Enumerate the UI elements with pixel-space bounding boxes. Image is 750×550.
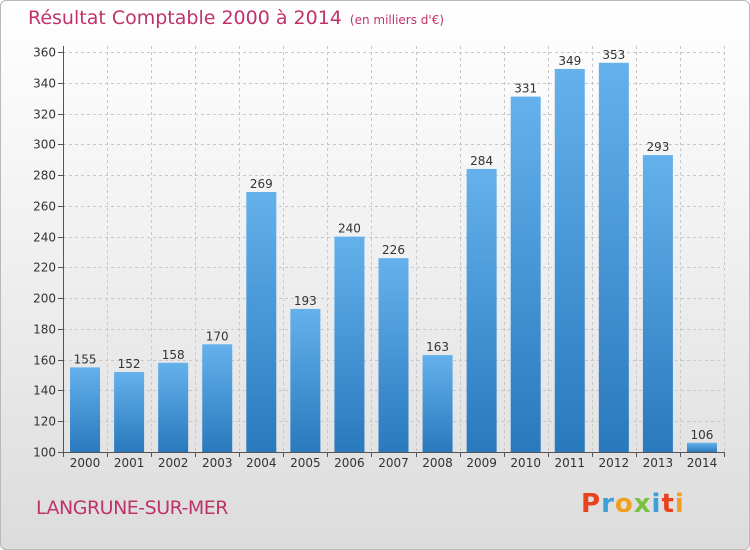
y-tick-label: 100 [33, 446, 56, 460]
bar-value-label: 155 [74, 352, 97, 366]
logo-letter: o [614, 489, 634, 519]
bar [290, 308, 321, 452]
x-tick-label: 2013 [643, 456, 674, 470]
x-tick-label: 2009 [466, 456, 497, 470]
logo-letter: i [674, 489, 685, 519]
bar [422, 355, 453, 452]
x-tick-label: 2012 [599, 456, 630, 470]
y-tick-label: 300 [33, 138, 56, 152]
x-tick-label: 2004 [246, 456, 277, 470]
bar [70, 367, 101, 452]
bar-value-label: 106 [691, 428, 714, 442]
bar [158, 362, 189, 452]
bar [554, 68, 585, 452]
axes: 100 120 140 160 180 200 220 240 260 280 300 320 340 3… [33, 46, 725, 470]
logo-letter: r [601, 489, 615, 519]
y-tick-label: 240 [33, 231, 56, 245]
bar-value-label: 193 [294, 294, 317, 308]
bar-value-label: 353 [602, 48, 625, 62]
y-tick-label: 200 [33, 292, 56, 306]
y-tick-label: 180 [33, 323, 56, 337]
x-tick-label: 2001 [114, 456, 145, 470]
bar-value-label: 349 [558, 54, 581, 68]
logo-letter: i [651, 489, 662, 519]
x-tick-label: 2005 [290, 456, 321, 470]
bar [378, 258, 409, 452]
bar [114, 372, 145, 452]
x-tick-label: 2011 [554, 456, 585, 470]
y-tick-label: 320 [33, 108, 56, 122]
y-tick-label: 280 [33, 169, 56, 183]
x-tick-label: 2014 [687, 456, 718, 470]
bar-value-label: 170 [206, 329, 229, 343]
bar-value-label: 240 [338, 222, 361, 236]
x-tick-label: 2003 [202, 456, 233, 470]
x-tick-label: 2007 [378, 456, 409, 470]
bar-value-label: 331 [514, 82, 537, 96]
bar [642, 155, 673, 453]
y-tick-label: 160 [33, 354, 56, 368]
y-tick-label: 360 [33, 46, 56, 60]
bars: 155 152 158 170 269 193 240 226 163 284 331 349 353 2… [70, 48, 717, 453]
bar [686, 442, 717, 452]
logo-letter: t [661, 489, 675, 519]
logo-letter: x [633, 489, 652, 519]
bar [466, 168, 497, 452]
bar [202, 344, 233, 452]
bar-value-label: 269 [250, 177, 273, 191]
bar-value-label: 152 [118, 357, 141, 371]
x-tick-label: 2002 [158, 456, 189, 470]
x-tick-label: 2006 [334, 456, 365, 470]
logo-letter: P [581, 489, 602, 519]
y-tick-label: 120 [33, 415, 56, 429]
bar-value-label: 293 [646, 140, 669, 154]
y-tick-label: 140 [33, 384, 56, 398]
chart-unit-label: (en milliers d'€) [349, 13, 445, 27]
bar-value-label: 158 [162, 348, 185, 362]
y-tick-label: 340 [33, 77, 56, 91]
x-tick-label: 2008 [422, 456, 453, 470]
bar [510, 96, 541, 452]
city-name: LANGRUNE-SUR-MER [36, 497, 229, 519]
x-tick-label: 2000 [70, 456, 101, 470]
y-tick-label: 260 [33, 200, 56, 214]
y-tick-label: 220 [33, 261, 56, 275]
x-tick-label: 2010 [510, 456, 541, 470]
chart-title-text: Résultat Comptable 2000 à 2014 [28, 7, 342, 29]
bar-value-label: 163 [426, 340, 449, 354]
bar [334, 236, 365, 452]
chart-title: Résultat Comptable 2000 à 2014 (en millie… [28, 7, 444, 29]
bar-value-label: 226 [382, 243, 405, 257]
proxiti-logo[interactable]: Proxiti [581, 489, 685, 519]
bar-value-label: 284 [470, 154, 493, 168]
bar [246, 192, 277, 452]
bar [598, 62, 629, 453]
